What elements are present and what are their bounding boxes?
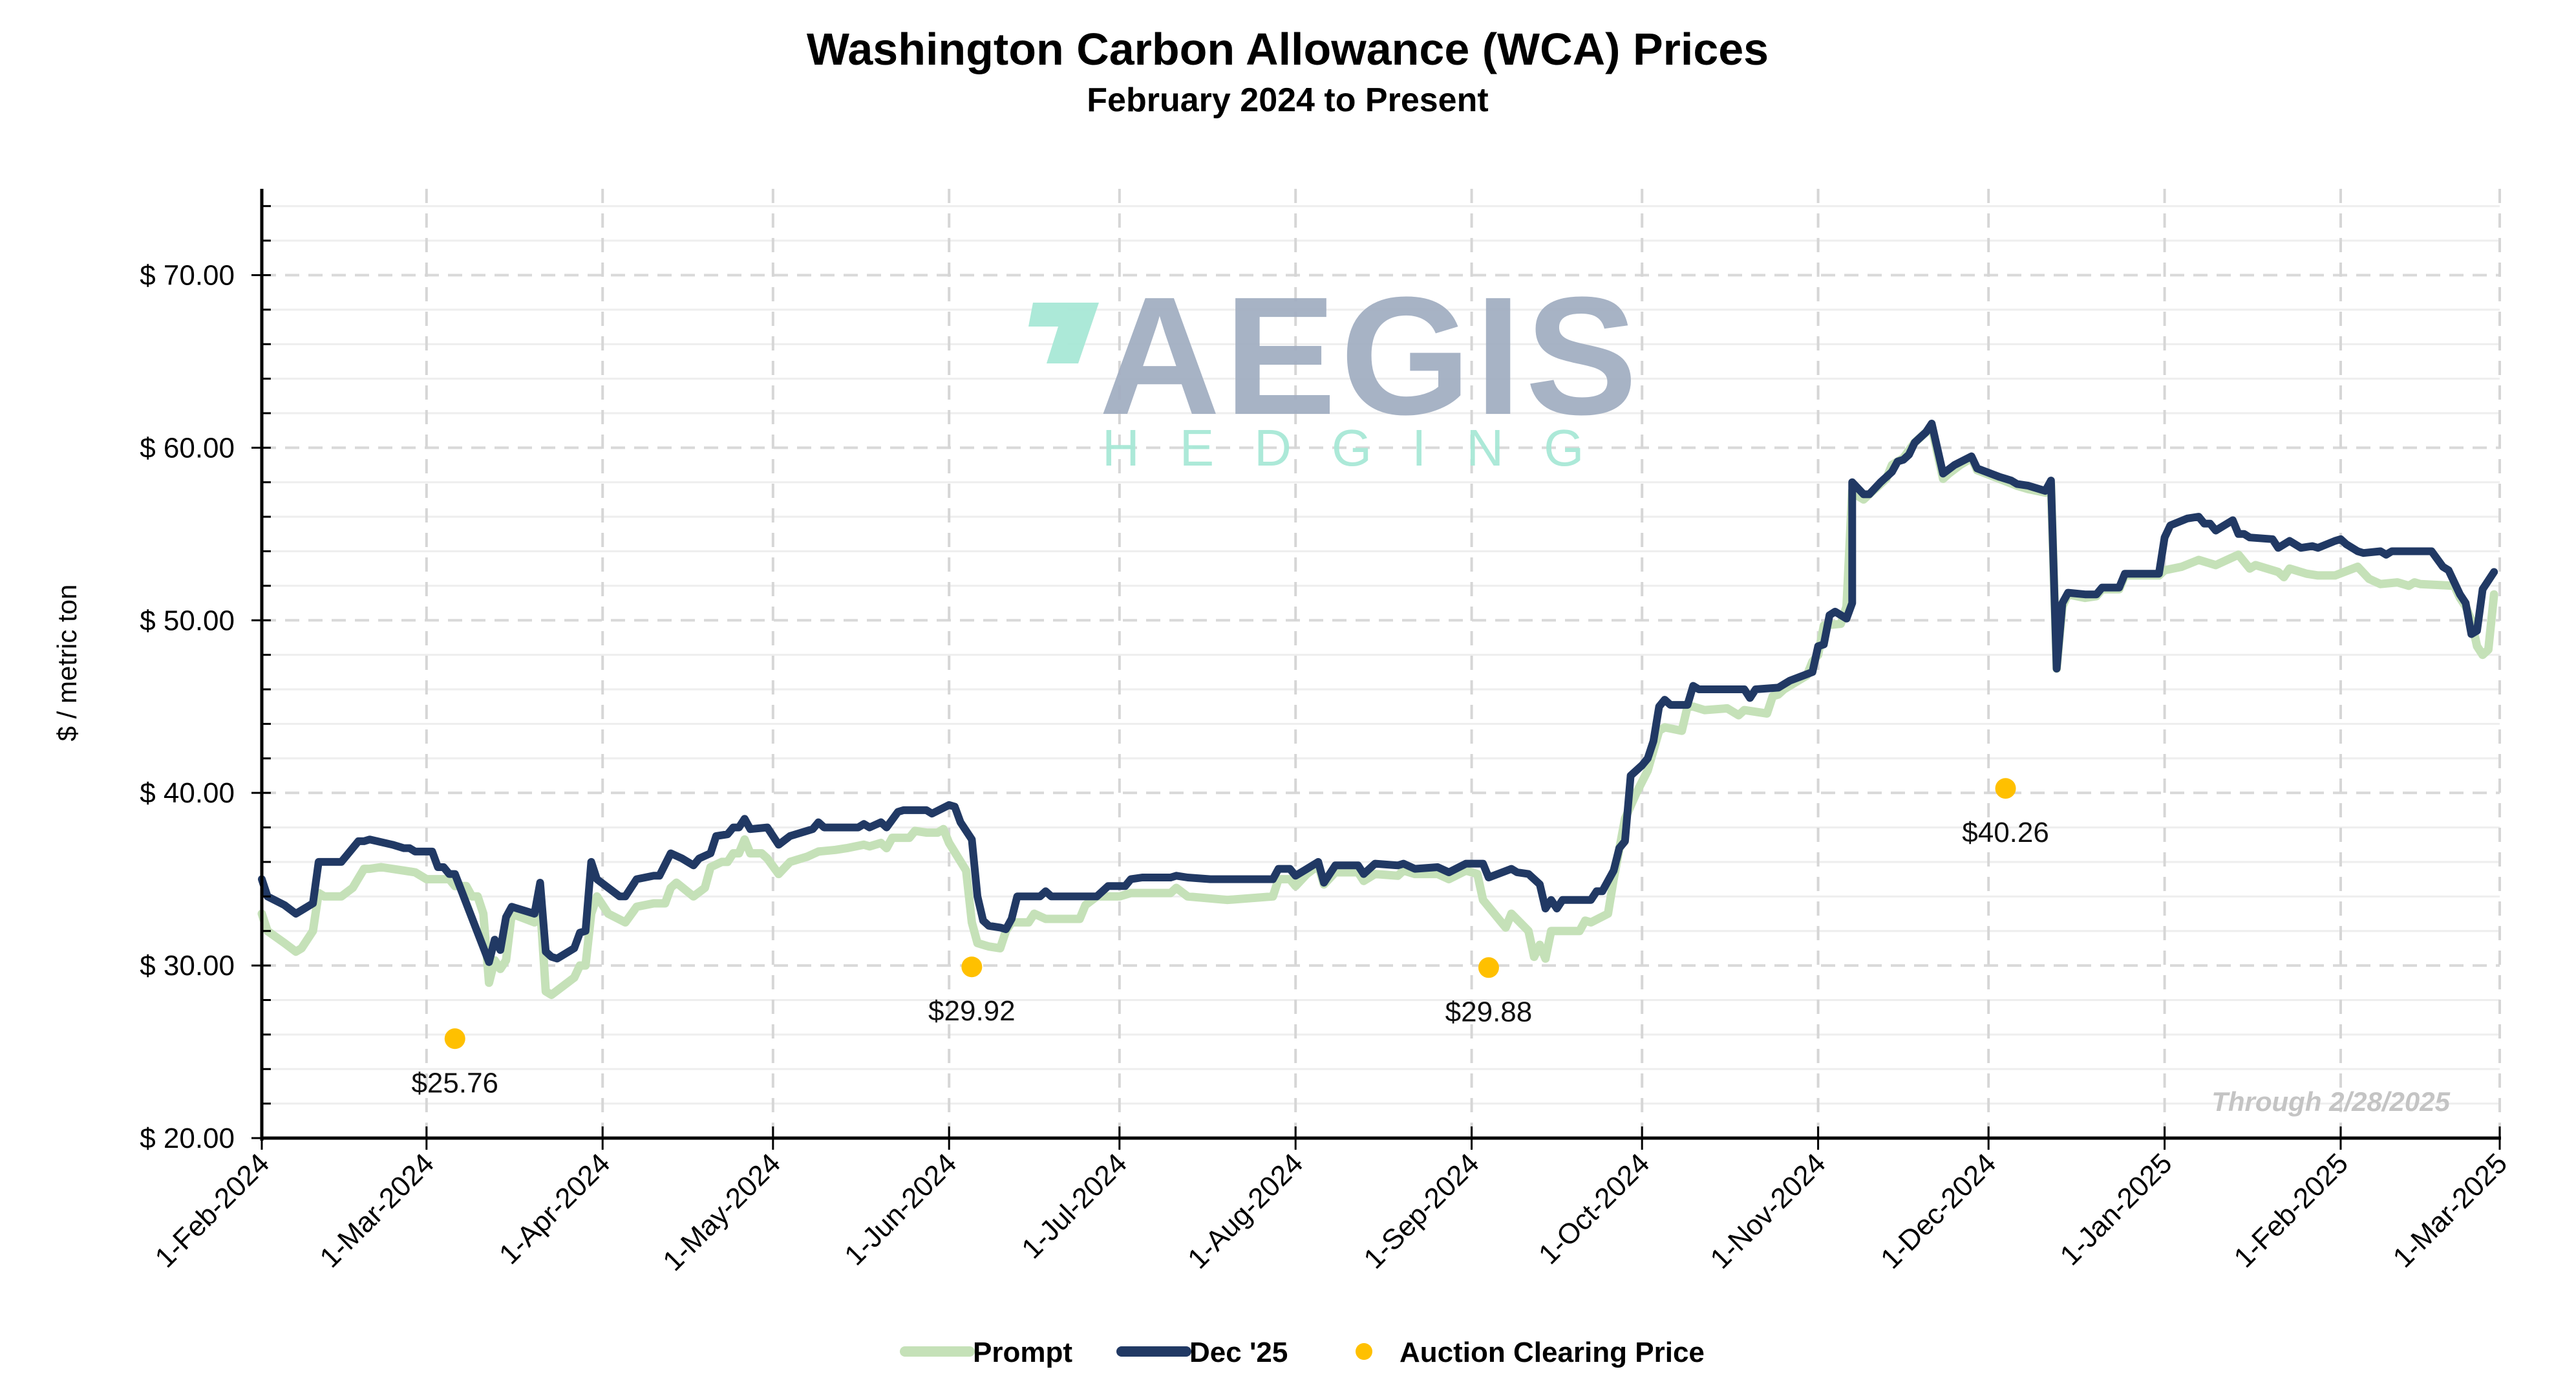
x-tick-label: 1-Apr-2024: [493, 1147, 616, 1270]
x-tick-label: 1-Feb-2025: [2228, 1147, 2355, 1274]
aegis-logo-mark-icon: [1028, 303, 1099, 363]
watermark-brand: AEGIS: [1099, 263, 1641, 450]
auction-layer: $25.76 $29.92 $29.88 $40.26: [411, 778, 2049, 1099]
auction-point[interactable]: [444, 1028, 465, 1050]
auction-point[interactable]: [961, 956, 983, 978]
y-tick-label: $ 30.00: [140, 950, 235, 982]
series-line-prompt: [257, 422, 2498, 999]
through-date-annotation: Through 2/28/2025: [2211, 1086, 2450, 1117]
x-tick-label: 1-Feb-2024: [149, 1147, 276, 1274]
x-tick-label: 1-Sep-2024: [1357, 1147, 1485, 1275]
legend-label-dec25: Dec '25: [1189, 1337, 1288, 1368]
y-tick-label: $ 70.00: [140, 259, 235, 291]
x-ticks: 1-Feb-2024 1-Mar-2024 1-Apr-2024 1-May-2024…: [149, 1126, 2513, 1277]
legend-swatch-auction: [1356, 1343, 1372, 1360]
x-tick-label: 1-Mar-2024: [314, 1147, 440, 1273]
legend-item-prompt[interactable]: Prompt: [900, 1337, 1072, 1368]
auction-label: $29.88: [1445, 996, 1533, 1028]
auction-label: $25.76: [411, 1067, 498, 1099]
auction-label: $29.92: [928, 995, 1016, 1027]
grid: [261, 189, 2501, 1139]
x-tick-label: 1-Jun-2024: [838, 1147, 963, 1271]
legend-item-dec25[interactable]: Dec '25: [1116, 1337, 1288, 1368]
y-tick-label: $ 40.00: [140, 777, 235, 809]
auction-point[interactable]: [1995, 778, 2016, 799]
x-tick-label: 1-Dec-2024: [1875, 1147, 2002, 1275]
legend-label-prompt: Prompt: [973, 1337, 1072, 1368]
x-tick-label: 1-Mar-2025: [2387, 1147, 2513, 1273]
chart-subtitle: February 2024 to Present: [1087, 81, 1488, 119]
x-tick-label: 1-May-2024: [657, 1147, 787, 1277]
y-axis-label: $ / metric ton: [52, 585, 82, 742]
y-tick-label: $ 60.00: [140, 432, 235, 464]
x-tick-label: 1-Oct-2024: [1533, 1147, 1655, 1270]
auction-point[interactable]: [1478, 957, 1499, 978]
y-tick-label: $ 20.00: [140, 1123, 235, 1154]
auction-label: $40.26: [1962, 817, 2049, 848]
y-tick-label: $ 50.00: [140, 605, 235, 636]
watermark-logo: AEGIS HEDGING: [1028, 263, 1641, 477]
x-tick-label: 1-Aug-2024: [1182, 1147, 1309, 1275]
series-line-dec25: [258, 420, 2498, 966]
x-tick-label: 1-Nov-2024: [1704, 1147, 1831, 1275]
axes: [260, 189, 2501, 1141]
legend: Prompt Dec '25 Auction Clearing Price: [900, 1337, 1705, 1368]
y-ticks: $ 20.00 $ 30.00 $ 40.00 $ 50.00 $ 60.00 $ 70.…: [140, 205, 271, 1154]
x-tick-label: 1-Jan-2025: [2054, 1147, 2178, 1271]
legend-label-auction: Auction Clearing Price: [1400, 1337, 1705, 1368]
legend-item-auction[interactable]: Auction Clearing Price: [1356, 1337, 1705, 1368]
series-layer: [257, 420, 2498, 999]
x-tick-label: 1-Jul-2024: [1016, 1147, 1133, 1265]
watermark-tagline: HEDGING: [1102, 419, 1624, 477]
chart-title: Washington Carbon Allowance (WCA) Prices: [807, 24, 1769, 74]
